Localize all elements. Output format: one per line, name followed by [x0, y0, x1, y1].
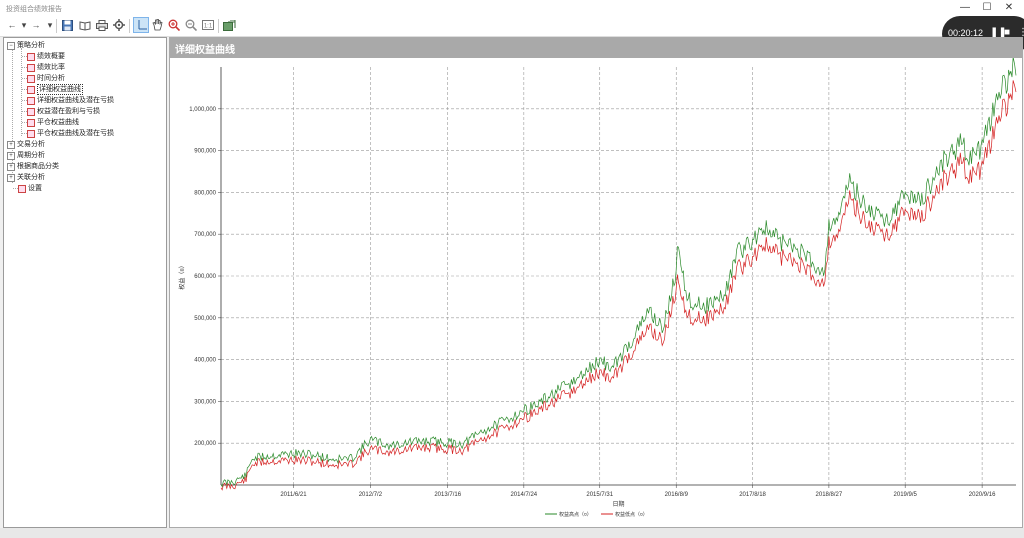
expand-icon[interactable]: + — [7, 152, 15, 160]
expand-icon[interactable]: + — [7, 174, 15, 182]
y-tick-label: 800,000 — [194, 190, 216, 196]
report-page-icon — [27, 108, 35, 116]
x-tick-label: 2013/7/16 — [434, 492, 461, 498]
tree-node-label: 时间分析 — [37, 75, 65, 82]
toolbar-separator — [129, 19, 130, 33]
settings-gear-icon[interactable] — [112, 18, 126, 32]
stop-recording-icon[interactable]: ■ — [1004, 27, 1011, 38]
tree-node-label: 平仓权益曲线及潜在亏损 — [37, 130, 114, 137]
legend-label: 权益低点（¤） — [615, 511, 648, 518]
close-button[interactable]: ✕ — [1004, 2, 1014, 13]
toolbar-separator — [218, 19, 219, 33]
minimize-button[interactable]: — — [960, 2, 970, 13]
y-tick-label: 400,000 — [194, 358, 216, 364]
fit-window-icon[interactable]: 1:1 — [201, 18, 215, 32]
legend-label: 权益高点（¤） — [559, 511, 592, 518]
tree-node-label: 关联分析 — [17, 174, 45, 181]
tree-node-label: 权益潜在盈利与亏损 — [37, 108, 100, 115]
export-image-icon[interactable] — [222, 18, 236, 32]
toolbar: ← ▾ → ▾ 1:1 — [0, 16, 1024, 37]
x-tick-label: 2012/7/2 — [359, 492, 383, 498]
svg-text:1:1: 1:1 — [204, 24, 213, 30]
tree-guide-line — [12, 47, 13, 183]
series-line-equity-low — [220, 80, 1017, 491]
tree-node-label: 交易分析 — [17, 141, 45, 148]
report-page-icon — [27, 97, 35, 105]
zoom-in-icon[interactable] — [167, 18, 181, 32]
x-tick-label: 2014/7/24 — [510, 492, 537, 498]
x-tick-label: 2018/8/27 — [816, 492, 843, 498]
tree-node-label: 设置 — [28, 185, 42, 192]
equity-curve-chart[interactable]: 200,000 300,000 400,000 500,000 600,000 700,0… — [170, 58, 1022, 526]
recording-timer: 00:20:12 — [948, 28, 984, 38]
tree-node-label: 平仓权益曲线 — [37, 119, 79, 126]
title-bar: 投资组合绩效报告 — ☐ ✕ — [0, 0, 1024, 16]
x-axis-title: 日期 — [612, 500, 624, 508]
report-page-icon — [27, 64, 35, 72]
report-navigation-tree: − 策略分析 绩效概要 绩效比率 时间分析 详细权益曲线 详细权益曲线及潜在亏损… — [3, 37, 167, 528]
status-bar — [0, 528, 1024, 538]
tree-node-label: 绩效概要 — [37, 53, 65, 60]
x-tick-label: 2016/8/9 — [665, 492, 689, 498]
open-book-icon[interactable] — [78, 18, 92, 32]
pan-hand-icon[interactable] — [150, 18, 164, 32]
zoom-out-icon[interactable] — [184, 18, 198, 32]
print-icon[interactable] — [95, 18, 109, 32]
tree-node-label: 详细权益曲线 — [37, 84, 83, 95]
back-dropdown-icon[interactable]: ▾ — [21, 19, 27, 30]
y-tick-label: 500,000 — [194, 316, 216, 322]
expand-icon[interactable]: + — [7, 141, 15, 149]
tree-node-label: 绩效比率 — [37, 64, 65, 71]
tree-node-label: 周期分析 — [17, 152, 45, 159]
settings-page-icon — [18, 185, 26, 193]
report-page-icon — [27, 75, 35, 83]
report-page-icon — [27, 119, 35, 127]
save-icon[interactable] — [60, 18, 74, 32]
forward-icon[interactable]: → — [31, 20, 41, 30]
y-tick-label: 700,000 — [194, 232, 216, 238]
tree-node-label: 策略分析 — [17, 42, 45, 49]
x-tick-label: 2011/6/21 — [280, 492, 307, 498]
recorder-menu-icon[interactable]: ⋮ — [1018, 27, 1024, 38]
tree-node-label: 详细权益曲线及潜在亏损 — [37, 97, 114, 104]
tree-guide-line — [21, 48, 22, 136]
tree-node-label: 根据商品分类 — [17, 163, 59, 170]
collapse-icon[interactable]: − — [7, 42, 15, 50]
report-page-icon — [27, 53, 35, 61]
x-tick-label: 2020/9/16 — [969, 492, 996, 498]
y-axis-title: 权益（¤） — [178, 262, 186, 289]
report-page-icon — [27, 130, 35, 138]
x-tick-label: 2017/8/18 — [739, 492, 766, 498]
y-tick-label: 600,000 — [194, 274, 216, 280]
y-tick-label: 300,000 — [194, 399, 216, 405]
window-title: 投资组合绩效报告 — [6, 6, 62, 13]
maximize-button[interactable]: ☐ — [982, 2, 992, 13]
crosshair-cursor-icon[interactable] — [133, 17, 149, 33]
series-line-equity-high — [220, 58, 1017, 488]
report-content-panel: 详细权益曲线 200,000 300,000 400,000 500,000 600,0… — [169, 37, 1023, 528]
x-tick-label: 2015/7/31 — [586, 492, 613, 498]
forward-dropdown-icon[interactable]: ▾ — [47, 19, 53, 30]
y-tick-label: 900,000 — [194, 149, 216, 155]
expand-icon[interactable]: + — [7, 163, 15, 171]
report-header: 详细权益曲线 — [170, 38, 1022, 58]
y-tick-label: 200,000 — [194, 441, 216, 447]
report-page-icon — [27, 86, 35, 94]
toolbar-separator — [56, 19, 57, 33]
x-tick-label: 2019/9/5 — [894, 492, 918, 498]
pause-recording-icon[interactable]: ❚❚ — [990, 27, 1007, 38]
y-tick-label: 1,000,000 — [189, 107, 216, 113]
report-title: 详细权益曲线 — [175, 45, 235, 56]
back-icon[interactable]: ← — [7, 20, 17, 30]
